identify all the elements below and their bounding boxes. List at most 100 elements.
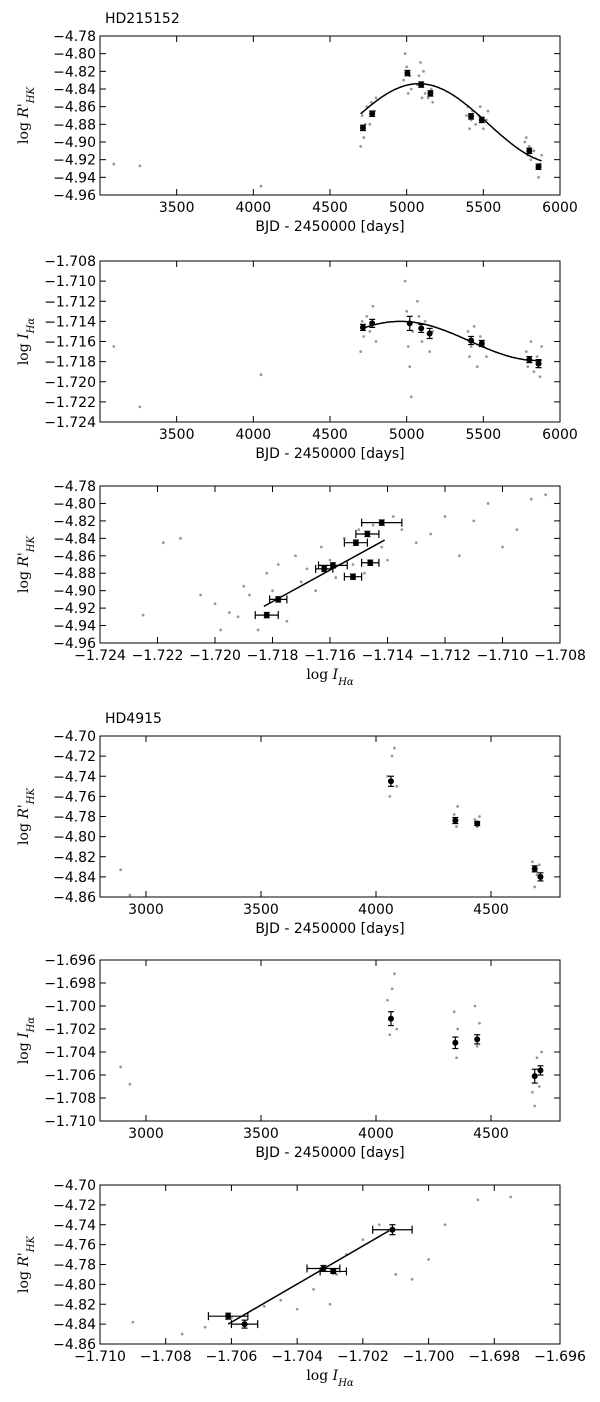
scatter-point <box>428 350 432 353</box>
binned-point <box>359 324 366 331</box>
scatter-point <box>363 571 366 575</box>
scatter-point <box>544 493 548 497</box>
panel-6: −4.86 −4.84 −4.82 −4.80 −4.78 −4.76 −4.74 −4.72… <box>16 1178 586 1389</box>
scatter-point <box>362 136 366 139</box>
scatter-point <box>112 345 116 348</box>
scatter-point <box>386 998 389 1002</box>
scatter-point <box>259 373 263 377</box>
scatter-point <box>478 1021 481 1025</box>
scatter-point <box>395 1027 399 1031</box>
scatter-point <box>478 815 481 818</box>
scatter-point <box>312 1287 315 1291</box>
scatter-point <box>360 114 364 117</box>
binned-point <box>468 337 475 344</box>
binned-point <box>369 320 376 327</box>
fit-curve <box>360 82 542 162</box>
y-tick-label: −1.722 <box>44 395 96 411</box>
x-axis-label: BJD - 2450000 [days] <box>255 921 404 937</box>
y-tick-label: −4.80 <box>53 47 96 63</box>
x-tick-label: −1.712 <box>419 648 471 664</box>
x-axis-label: log IHα <box>306 1368 354 1389</box>
scatter-point <box>429 532 433 536</box>
scatter-point <box>405 309 409 313</box>
scatter-point <box>179 536 182 540</box>
y-tick-label: −1.716 <box>44 335 96 351</box>
scatter-point <box>410 1278 414 1281</box>
scatter-point <box>481 127 485 131</box>
binned-point <box>364 530 371 537</box>
scatter-point <box>431 100 435 104</box>
scatter-point <box>299 580 303 584</box>
panel-4: −4.86 −4.84 −4.82 −4.80 −4.78 −4.76 −4.74 −4.72… <box>16 729 561 937</box>
scatter-point <box>419 61 422 64</box>
x-tick-label: −1.710 <box>477 648 529 664</box>
x-tick-label: 4500 <box>312 200 348 216</box>
y-tick-label: −1.706 <box>44 1068 96 1084</box>
scatter-point <box>474 122 478 126</box>
y-tick-label: −1.718 <box>44 355 96 371</box>
scatter-point <box>119 868 123 872</box>
y-tick-label: −4.94 <box>53 619 96 635</box>
binned-point <box>350 573 356 580</box>
star-label-hd4915: HD4915 <box>105 711 162 727</box>
y-tick-label: −1.700 <box>44 999 96 1015</box>
scatter-point <box>476 1198 480 1202</box>
scatter-point <box>359 145 363 148</box>
y-tick-label: −4.86 <box>53 100 96 116</box>
scatter-point <box>535 1056 539 1060</box>
x-tick-label: 5500 <box>466 200 502 216</box>
binned-point <box>352 539 359 546</box>
scatter-point <box>112 162 116 166</box>
binned-point <box>378 519 385 526</box>
binned-point <box>369 110 376 117</box>
binned-point <box>418 325 425 332</box>
panel-2: −1.724 −1.722 −1.720 −1.718 −1.716 −1.714 −1.7… <box>16 254 578 462</box>
scatter-point <box>409 395 413 399</box>
fit-curve <box>360 320 542 362</box>
scatter-point <box>328 1302 332 1306</box>
y-tick-label: −4.82 <box>53 514 96 530</box>
x-tick-label: 3000 <box>128 902 164 918</box>
binned-point <box>241 1321 248 1328</box>
y-axis-label: log R'HK <box>16 536 37 593</box>
scatter-point <box>501 545 504 549</box>
binned-point <box>478 116 485 123</box>
scatter-point <box>119 1065 123 1069</box>
scatter-point <box>361 1238 365 1242</box>
y-tick-label: −4.90 <box>53 584 96 600</box>
scatter-point <box>414 541 418 545</box>
x-axis-label: BJD - 2450000 [days] <box>255 446 404 462</box>
scatter-point <box>468 127 471 131</box>
binned-point <box>275 596 282 603</box>
star-label-hd215152: HD215152 <box>105 11 180 27</box>
scatter-point <box>529 158 533 162</box>
scatter-point <box>400 528 404 532</box>
binned-point <box>404 70 411 77</box>
x-tick-label: 5500 <box>466 427 502 443</box>
scatter-point <box>472 325 476 328</box>
y-tick-label: −4.72 <box>53 1198 96 1214</box>
scatter-point <box>265 571 269 575</box>
scatter-point <box>342 536 346 540</box>
x-tick-label: −1.722 <box>132 648 184 664</box>
scatter-point <box>236 615 240 619</box>
scatter-point <box>478 105 482 109</box>
scatter-point <box>370 100 373 104</box>
scatter-point <box>406 345 410 348</box>
y-tick-label: −4.78 <box>53 810 96 826</box>
scatter-point <box>295 1307 299 1311</box>
x-tick-label: 4500 <box>312 427 348 443</box>
scatter-point <box>390 987 394 991</box>
scatter-point <box>529 340 533 343</box>
scatter-point <box>314 589 318 593</box>
binned-point <box>537 1067 544 1074</box>
scatter-point <box>334 576 338 579</box>
scatter-point <box>455 1056 458 1060</box>
plot-frame <box>99 35 561 196</box>
binned-point <box>537 873 544 880</box>
scatter-point <box>161 541 165 545</box>
scatter-point <box>423 319 427 323</box>
scatter-point <box>374 340 378 343</box>
y-tick-label: −1.710 <box>44 1114 96 1130</box>
